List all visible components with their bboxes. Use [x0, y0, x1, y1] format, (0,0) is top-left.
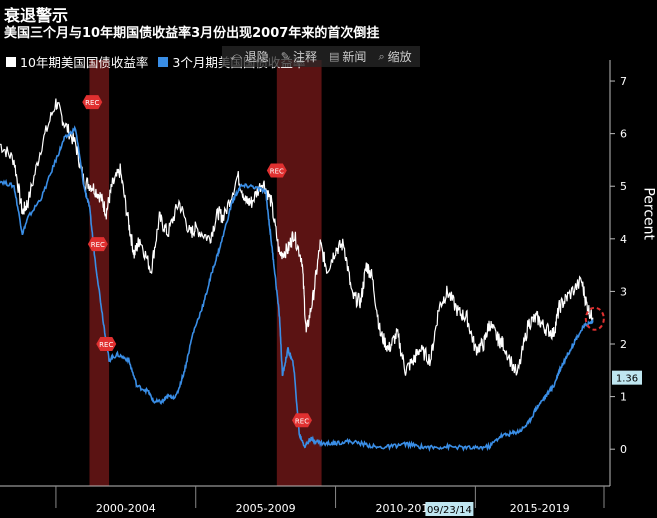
legend-swatch-three-month [158, 56, 169, 67]
rec-marker-2: REC [96, 337, 117, 351]
y-tick-label-3: 4 [620, 233, 627, 246]
back-label: 退隐 [244, 50, 269, 64]
svg-text:REC: REC [270, 167, 284, 175]
y-axis-label: Percent [641, 187, 657, 240]
chart-toolbar: ⤺ 退隐 ✎ 注释 ▤ 新闻 ⌕ 缩放 [222, 46, 420, 67]
back-icon: ⤺ [230, 49, 242, 63]
svg-text:REC: REC [99, 341, 113, 349]
svg-text:REC: REC [91, 241, 105, 249]
zoom-icon: ⌕ [378, 49, 385, 63]
legend-item-ten-year[interactable]: 10年期美国国债收益率 [6, 52, 148, 71]
x-tick-label-2: 2010-2014 [375, 502, 435, 515]
y-tick-label-6: 1 [620, 391, 627, 404]
y-tick-label-2: 5 [620, 180, 627, 193]
rec-marker-1: REC [87, 237, 108, 252]
news-button[interactable]: ▤ 新闻 [329, 48, 366, 65]
chart-title: 衰退警示 [4, 6, 69, 25]
zoom-label: 缩放 [387, 50, 412, 64]
y-tick-label-0: 7 [620, 75, 627, 88]
chart-subtitle: 美国三个月与10年期国债收益率3月份出现2007年来的首次倒挂 [4, 26, 380, 41]
y-tick-label-7: 0 [620, 443, 627, 456]
current-value-box [612, 370, 642, 385]
rec-marker-4: REC [292, 413, 312, 428]
y-tick-label-4: 3 [620, 285, 627, 298]
annotate-label: 注释 [293, 50, 318, 64]
rec-marker-3: REC [266, 163, 287, 178]
cursor-date-label: 09/23/14 [427, 505, 472, 516]
back-button[interactable]: ⤺ 退隐 [230, 48, 269, 65]
series-line-0 [0, 98, 594, 376]
rec-marker-0: REC [82, 95, 103, 110]
annotate-button[interactable]: ✎ 注释 [281, 48, 317, 65]
y-tick-label-1: 6 [620, 128, 627, 141]
x-tick-label-1: 2005-2009 [236, 502, 296, 515]
news-label: 新闻 [342, 50, 367, 64]
svg-text:REC: REC [295, 417, 309, 425]
zoom-button[interactable]: ⌕ 缩放 [378, 48, 411, 65]
news-icon: ▤ [329, 50, 340, 63]
legend-label-ten-year: 10年期美国国债收益率 [20, 55, 149, 70]
svg-text:REC: REC [85, 99, 99, 107]
x-tick-label-3: 2015-2019 [510, 502, 570, 515]
x-tick-label-0: 2000-2004 [96, 502, 156, 515]
current-value-label: 1.36 [616, 374, 638, 385]
legend-swatch-ten-year [6, 56, 16, 67]
series-line-1 [0, 125, 594, 453]
recession-band-0 [89, 60, 110, 486]
inversion-circle [584, 306, 605, 331]
annotate-icon: ✎ [280, 50, 290, 63]
cursor-date-box [425, 502, 474, 516]
y-tick-label-5: 2 [620, 338, 627, 351]
